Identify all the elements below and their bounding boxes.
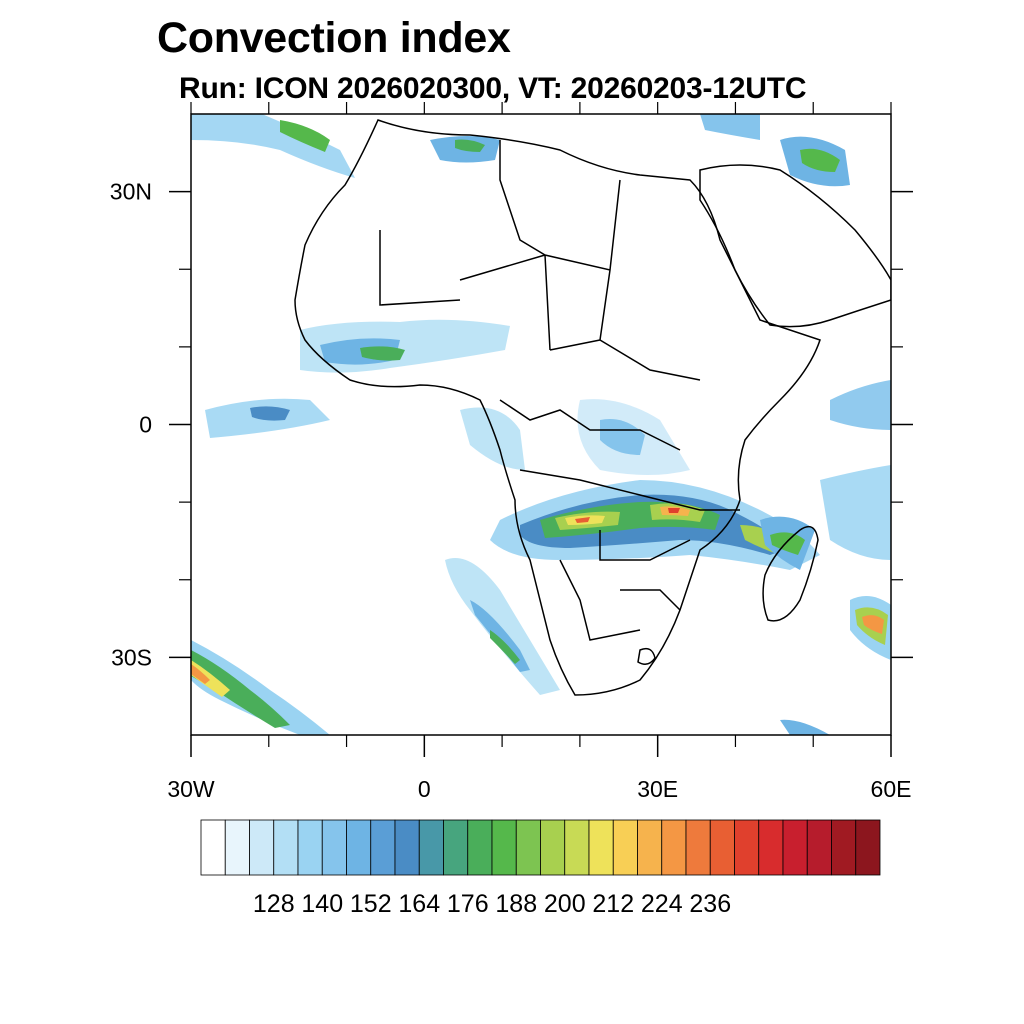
colorbar-swatch	[831, 819, 857, 876]
colorbar-swatch	[418, 819, 444, 876]
lat-label: 30S	[111, 644, 152, 670]
colorbar-swatch	[321, 819, 347, 876]
colorbar	[200, 819, 881, 876]
colorbar-swatch	[806, 819, 832, 876]
colorbar-label: 224	[641, 890, 683, 918]
africa-coastline	[294, 119, 821, 696]
colorbar-swatch	[855, 819, 881, 876]
coastlines-and-borders	[294, 119, 891, 696]
lon-label: 30W	[167, 776, 215, 802]
colorbar-swatch	[443, 819, 469, 876]
colorbar-swatch	[588, 819, 614, 876]
lon-label: 60E	[871, 776, 912, 802]
longitude-labels: 30W 0 30E 60E	[167, 776, 911, 802]
colorbar-swatch	[394, 819, 420, 876]
lat-label: 30N	[110, 179, 152, 205]
convection-shading	[191, 114, 891, 735]
arabia-coastline	[699, 164, 891, 328]
colorbar-swatch	[758, 819, 784, 876]
chart-subtitle: Run: ICON 2026020300, VT: 20260203-12UTC	[179, 72, 807, 105]
colorbar-swatch	[515, 819, 541, 876]
colorbar-swatch	[224, 819, 250, 876]
chart-title: Convection index	[157, 14, 511, 62]
colorbar-swatch	[467, 819, 493, 876]
colorbar-label: 188	[495, 890, 537, 918]
colorbar-label: 128	[253, 890, 295, 918]
colorbar-swatch	[685, 819, 711, 876]
lon-label: 0	[418, 776, 431, 802]
colorbar-label: 164	[398, 890, 440, 918]
colorbar-labels: 128 140 152 164 176 188 200 212 224 236	[253, 890, 731, 918]
latitude-labels: 30N 0 30S	[110, 179, 152, 671]
country-border	[379, 140, 740, 641]
colorbar-swatch	[491, 819, 517, 876]
madagascar-coastline	[762, 525, 819, 622]
colorbar-label: 176	[447, 890, 489, 918]
colorbar-swatch	[564, 819, 590, 876]
colorbar-label: 200	[544, 890, 586, 918]
axis-ticks	[169, 102, 913, 757]
colorbar-label: 152	[350, 890, 392, 918]
colorbar-swatch	[734, 819, 760, 876]
colorbar-swatch	[782, 819, 808, 876]
colorbar-swatch	[370, 819, 396, 876]
colorbar-swatch	[249, 819, 275, 876]
colorbar-swatch	[661, 819, 687, 876]
colorbar-label: 212	[592, 890, 634, 918]
colorbar-swatch	[346, 819, 372, 876]
lat-label: 0	[139, 412, 152, 438]
colorbar-swatch	[200, 819, 226, 876]
colorbar-swatch	[612, 819, 638, 876]
colorbar-label: 236	[689, 890, 731, 918]
lesotho-border	[637, 647, 656, 665]
colorbar-swatch	[709, 819, 735, 876]
colorbar-label: 140	[301, 890, 343, 918]
colorbar-swatch	[273, 819, 299, 876]
colorbar-swatch	[540, 819, 566, 876]
colorbar-swatch	[297, 819, 323, 876]
colorbar-swatch	[637, 819, 663, 876]
lon-label: 30E	[637, 776, 678, 802]
